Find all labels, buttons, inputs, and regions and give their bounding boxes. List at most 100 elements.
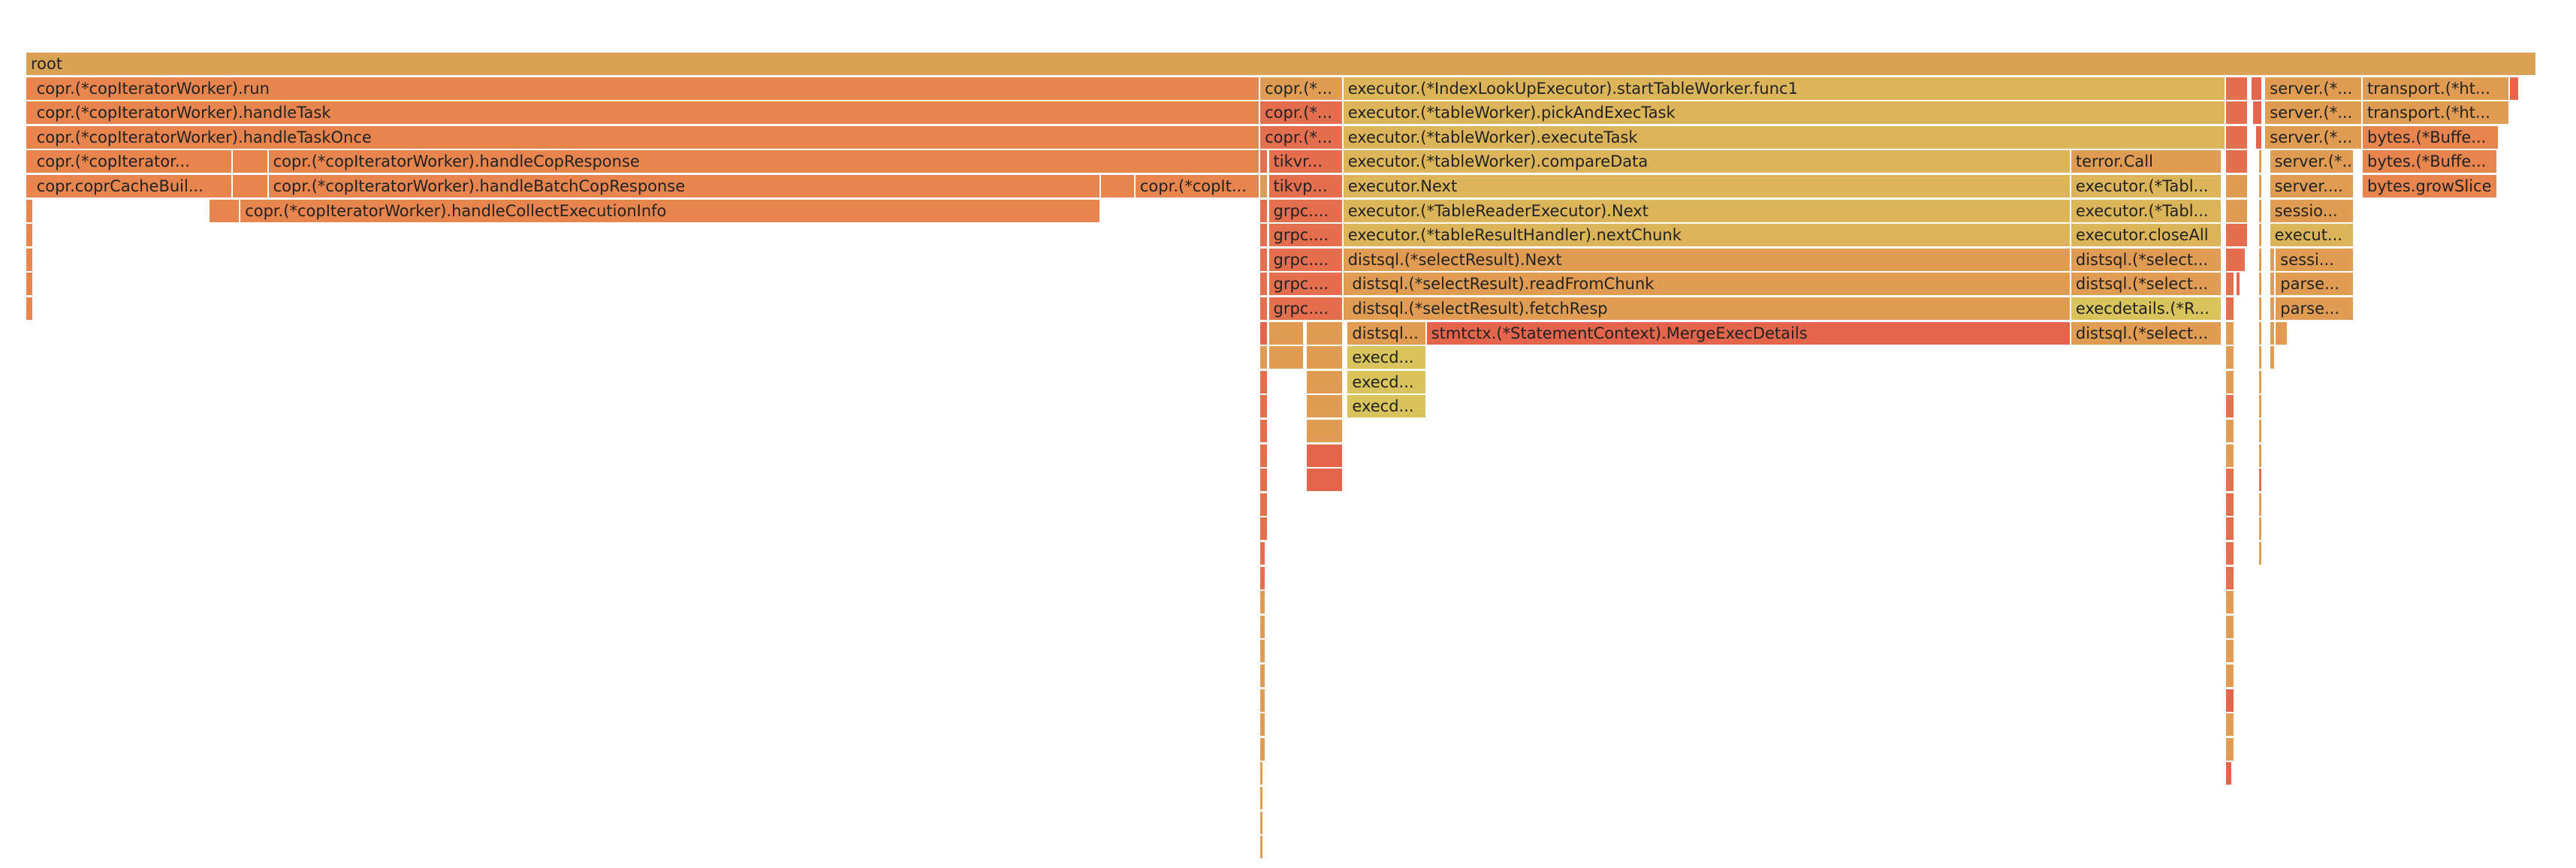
flame-frame-frame-d9-86[interactable] [2236, 273, 2240, 296]
flame-frame-frame-d18-141[interactable] [2258, 493, 2261, 516]
flame-frame-sessi-d8-78[interactable]: sessi... [2276, 248, 2354, 271]
flame-frame-parse-d10-99[interactable]: parse... [2276, 297, 2354, 320]
flame-frame-copr-copiteratorworker-handlebatchcopresponse-d5-41[interactable]: copr.(*copIteratorWorker).handleBatchCop… [268, 175, 1101, 197]
flame-frame-frame-d11-102[interactable] [1306, 321, 1344, 345]
flame-frame-frame-d18-139[interactable] [1260, 493, 1269, 516]
flame-frame-executor-tableresulthandler-nextchunk-d7-65[interactable]: executor.(*tableResultHandler).nextChunk [1343, 224, 2071, 247]
flame-frame-copr-coprcachebuil-d5-39[interactable]: copr.coprCacheBuil... [32, 175, 233, 197]
flame-frame-frame-d11-100[interactable] [1260, 321, 1269, 345]
flame-frame-frame-d12-115[interactable] [2258, 346, 2261, 369]
flame-frame-frame-d5-48[interactable] [2226, 175, 2249, 197]
flame-frame-distsql-selectresult-next-d8-73[interactable]: distsql.(*selectResult).Next [1343, 248, 2071, 271]
flame-frame-executor-next-d5-46[interactable]: executor.Next [1343, 175, 2071, 197]
flame-frame-frame-d21-148[interactable] [1260, 566, 1267, 589]
flame-frame-distsql-select-d11-105[interactable]: distsql.(*select... [2071, 321, 2223, 345]
flame-frame-execd-d12-113[interactable]: execd... [1347, 346, 1427, 369]
flame-frame-frame-d3-18[interactable] [26, 125, 32, 149]
flame-frame-frame-d1-1[interactable] [26, 77, 32, 100]
flame-frame-distsql-select-d8-74[interactable]: distsql.(*select... [2071, 248, 2223, 271]
flame-frame-execd-d13-119[interactable]: execd... [1347, 370, 1427, 393]
flame-frame-frame-d13-120[interactable] [2226, 370, 2235, 393]
flame-frame-frame-d25-156[interactable] [1260, 665, 1267, 687]
flame-frame-frame-d11-107[interactable] [2258, 321, 2261, 345]
flame-frame-frame-d2-14[interactable] [2226, 101, 2249, 125]
flame-frame-frame-d15-130[interactable] [2258, 420, 2261, 442]
flame-frame-frame-d10-98[interactable] [2270, 297, 2274, 320]
flame-frame-frame-d7-68[interactable] [2258, 224, 2261, 247]
flame-frame-frame-d8-76[interactable] [2258, 248, 2261, 271]
flame-frame-frame-d29-165[interactable] [2226, 762, 2233, 785]
flame-frame-grpc-d10-92[interactable]: grpc.... [1268, 297, 1344, 320]
flame-frame-frame-d20-147[interactable] [2258, 542, 2261, 565]
flame-frame-frame-d9-80[interactable] [1260, 273, 1269, 296]
flame-frame-frame-d6-53[interactable] [210, 199, 241, 222]
flame-frame-distsql-d11-103[interactable]: distsql... [1347, 321, 1427, 345]
flame-frame-frame-d9-85[interactable] [2226, 273, 2235, 296]
flame-frame-copr-copiterator-d4-27[interactable]: copr.(*copIterator... [32, 150, 233, 173]
flame-frame-frame-d11-101[interactable] [1268, 321, 1305, 345]
flame-frame-frame-d2-10[interactable] [26, 101, 32, 125]
flame-frame-frame-d19-143[interactable] [2226, 517, 2235, 541]
flame-frame-frame-d10-96[interactable] [2226, 297, 2235, 320]
flame-frame-bytes-growslice-d5-51[interactable]: bytes.growSlice [2363, 175, 2499, 197]
flame-frame-frame-d11-109[interactable] [2276, 321, 2288, 345]
flame-frame-frame-d21-149[interactable] [2226, 566, 2235, 589]
flame-frame-frame-d10-90[interactable] [26, 297, 32, 320]
flame-frame-frame-d11-108[interactable] [2270, 321, 2274, 345]
flame-frame-frame-d8-71[interactable] [1260, 248, 1269, 271]
flame-frame-server-d4-36[interactable]: server.(*... [2270, 150, 2354, 173]
flame-frame-frame-d9-82[interactable] [1343, 273, 1348, 296]
flame-frame-frame-d7-63[interactable] [1260, 224, 1269, 247]
flame-frame-executor-tableworker-executetask-d3-21[interactable]: executor.(*tableWorker).executeTask [1343, 125, 2227, 149]
flame-frame-executor-tabl-d5-47[interactable]: executor.(*Tabl... [2071, 175, 2223, 197]
flame-frame-frame-d28-162[interactable] [1260, 737, 1265, 761]
flame-frame-frame-d10-93[interactable] [1343, 297, 1348, 320]
flame-frame-execdetails-r-d10-95[interactable]: execdetails.(*R... [2071, 297, 2223, 320]
flame-frame-frame-d5-44[interactable] [1260, 175, 1269, 197]
flame-frame-executor-tableworker-comparedata-d4-32[interactable]: executor.(*tableWorker).compareData [1343, 150, 2071, 173]
flame-frame-parse-d9-89[interactable]: parse... [2276, 273, 2354, 296]
flame-frame-executor-tabl-d6-58[interactable]: executor.(*Tabl... [2071, 199, 2223, 222]
flame-frame-frame-d23-153[interactable] [2226, 615, 2235, 638]
flame-frame-frame-d6-52[interactable] [26, 199, 32, 222]
flame-frame-frame-d27-160[interactable] [1260, 713, 1267, 737]
flame-frame-frame-d26-158[interactable] [1260, 689, 1267, 712]
flame-frame-distsql-selectresult-fetchresp-d10-94[interactable]: distsql.(*selectResult).fetchResp [1347, 297, 2071, 320]
flame-frame-frame-d7-62[interactable] [26, 224, 32, 247]
flame-frame-frame-d12-111[interactable] [1268, 346, 1305, 369]
flame-frame-root-d0-0[interactable]: root [26, 53, 2537, 75]
flame-frame-frame-d11-106[interactable] [2226, 321, 2235, 345]
flame-frame-frame-d26-159[interactable] [2226, 689, 2235, 712]
flame-frame-terror-call-d4-33[interactable]: terror.Call [2071, 150, 2223, 173]
flame-frame-frame-d12-110[interactable] [1260, 346, 1269, 369]
flame-frame-frame-d22-151[interactable] [2226, 591, 2235, 614]
flame-frame-frame-d14-122[interactable] [1260, 395, 1269, 418]
flame-frame-frame-d4-28[interactable] [232, 150, 269, 173]
flame-frame-frame-d15-127[interactable] [1260, 420, 1269, 442]
flame-frame-copr-copiteratorworker-handlecollectexecutioninfo-d6-54[interactable]: copr.(*copIteratorWorker).handleCollectE… [240, 199, 1101, 222]
flame-frame-frame-d4-35[interactable] [2258, 150, 2261, 173]
flame-frame-frame-d29-164[interactable] [1260, 762, 1263, 785]
flame-frame-transport-ht-d1-8[interactable]: transport.(*ht... [2363, 77, 2510, 100]
flame-frame-copr-copiteratorworker-handlecopresponse-d4-29[interactable]: copr.(*copIteratorWorker).handleCopRespo… [268, 150, 1261, 173]
flame-frame-frame-d27-161[interactable] [2226, 713, 2235, 737]
flame-frame-frame-d8-70[interactable] [26, 248, 32, 271]
flame-frame-frame-d9-88[interactable] [2270, 273, 2274, 296]
flame-frame-frame-d13-118[interactable] [1306, 370, 1344, 393]
flame-frame-copr-copiteratorworker-handletask-d2-11[interactable]: copr.(*copIteratorWorker).handleTask [32, 101, 1261, 125]
flame-frame-grpc-d9-81[interactable]: grpc.... [1268, 273, 1344, 296]
flame-frame-grpc-d6-56[interactable]: grpc.... [1268, 199, 1344, 222]
flame-frame-frame-d9-87[interactable] [2258, 273, 2261, 296]
flame-frame-frame-d4-34[interactable] [2226, 150, 2249, 173]
flame-frame-frame-d28-163[interactable] [2226, 737, 2235, 761]
flame-frame-execut-d7-69[interactable]: execut... [2270, 224, 2354, 247]
flame-frame-frame-d17-136[interactable] [1306, 469, 1344, 492]
flame-frame-frame-d8-75[interactable] [2226, 248, 2246, 271]
flame-frame-frame-d24-154[interactable] [1260, 640, 1267, 663]
flame-frame-frame-d2-15[interactable] [2253, 101, 2263, 125]
flame-frame-copr-d1-3[interactable]: copr.(*... [1260, 77, 1344, 100]
flame-frame-frame-d16-134[interactable] [2258, 444, 2261, 467]
flame-frame-frame-d16-131[interactable] [1260, 444, 1269, 467]
flame-frame-frame-d10-91[interactable] [1260, 297, 1269, 320]
flame-frame-server-d3-24[interactable]: server.(*... [2265, 125, 2363, 149]
